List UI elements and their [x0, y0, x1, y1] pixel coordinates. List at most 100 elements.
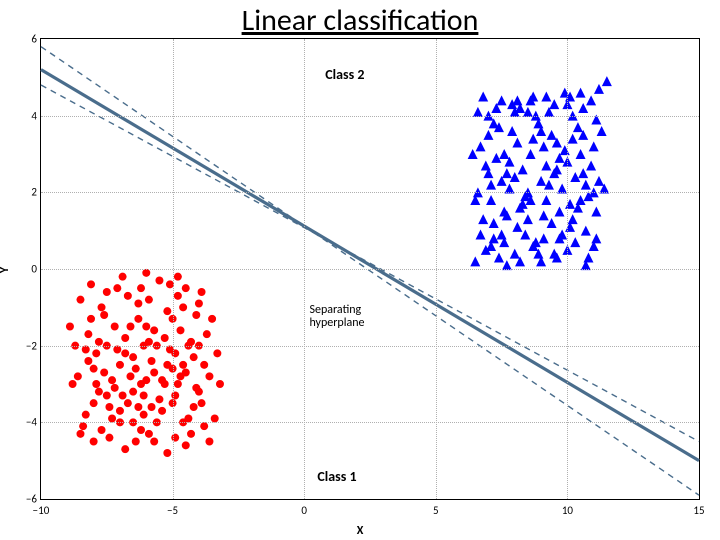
- class2-point: [568, 134, 578, 144]
- class2-point: [518, 164, 528, 174]
- class1-point: [113, 346, 121, 354]
- class1-point: [203, 330, 211, 338]
- class1-point: [205, 438, 213, 446]
- class1-point: [179, 361, 187, 369]
- x-axis-label: X: [357, 524, 364, 538]
- class2-point: [581, 180, 591, 190]
- class2-point: [541, 161, 551, 171]
- x-tick-label: −5: [167, 504, 178, 517]
- class1-point: [113, 284, 121, 292]
- class1-label: Class 1: [317, 468, 356, 485]
- class1-point: [116, 407, 124, 415]
- class2-point: [573, 122, 583, 132]
- separating-line: [41, 70, 699, 461]
- class2-point: [547, 130, 557, 140]
- class1-point: [158, 376, 166, 384]
- class1-point: [208, 315, 216, 323]
- class2-point: [528, 92, 538, 102]
- class1-point: [190, 403, 198, 411]
- class1-point: [76, 296, 84, 304]
- class1-point: [213, 349, 221, 357]
- y-tick-label: −4: [13, 416, 37, 429]
- class1-point: [179, 303, 187, 311]
- class2-label: Class 2: [325, 66, 364, 83]
- class2-point: [589, 141, 599, 151]
- x-tick-label: 5: [433, 504, 439, 517]
- class1-point: [163, 307, 171, 315]
- y-tick-label: 6: [13, 33, 37, 46]
- class1-point: [198, 288, 206, 296]
- class1-point: [132, 438, 140, 446]
- class1-point: [174, 273, 182, 281]
- class1-point: [155, 395, 163, 403]
- class1-point: [105, 403, 113, 411]
- class2-point: [602, 76, 612, 86]
- class1-point: [119, 392, 127, 400]
- class2-point: [512, 95, 522, 105]
- class2-point: [568, 214, 578, 224]
- class1-point: [182, 284, 190, 292]
- class2-point: [483, 130, 493, 140]
- y-tick-label: 2: [13, 186, 37, 199]
- class2-point: [526, 149, 536, 159]
- class1-point: [82, 346, 90, 354]
- class1-point: [163, 361, 171, 369]
- class2-point: [497, 230, 507, 240]
- gridline-h: [41, 116, 699, 117]
- class1-point: [148, 357, 156, 365]
- class1-point: [111, 384, 119, 392]
- class1-point: [190, 353, 198, 361]
- class1-point: [134, 315, 142, 323]
- class1-point: [142, 269, 150, 277]
- class2-point: [470, 256, 480, 266]
- class2-point: [536, 176, 546, 186]
- class2-point: [576, 88, 586, 98]
- class1-point: [111, 323, 119, 331]
- class1-point: [211, 415, 219, 423]
- class1-point: [200, 422, 208, 430]
- class2-point: [576, 149, 586, 159]
- class1-point: [103, 392, 111, 400]
- class1-point: [187, 430, 195, 438]
- class1-point: [134, 403, 142, 411]
- class1-point: [69, 380, 77, 388]
- class1-point: [124, 399, 132, 407]
- class1-point: [137, 426, 145, 434]
- class1-point: [126, 323, 134, 331]
- class1-point: [74, 372, 82, 380]
- separating-label: Separatinghyperplane: [309, 304, 364, 332]
- class1-point: [145, 296, 153, 304]
- class2-point: [586, 161, 596, 171]
- class1-point: [182, 369, 190, 377]
- class1-point: [142, 323, 150, 331]
- class2-point: [476, 141, 486, 151]
- gridline-h: [41, 192, 699, 193]
- class2-point: [555, 207, 565, 217]
- class1-point: [95, 388, 103, 396]
- class1-point: [155, 277, 163, 285]
- y-tick-label: 0: [13, 263, 37, 276]
- class1-point: [192, 311, 200, 319]
- y-axis-label: Y: [0, 267, 12, 273]
- class1-point: [129, 388, 137, 396]
- class1-point: [87, 315, 95, 323]
- class1-point: [150, 326, 158, 334]
- class2-point: [570, 237, 580, 247]
- class1-point: [108, 376, 116, 384]
- class1-point: [142, 376, 150, 384]
- plot-area: −10−5051015−6−4−20246Class 1Class 2Separ…: [40, 38, 700, 500]
- class1-point: [100, 369, 108, 377]
- class2-point: [502, 168, 512, 178]
- class1-point: [134, 300, 142, 308]
- class1-point: [84, 357, 92, 365]
- gridline-h: [41, 269, 699, 270]
- class1-point: [158, 407, 166, 415]
- class1-point: [148, 403, 156, 411]
- class1-point: [161, 334, 169, 342]
- class2-point: [581, 226, 591, 236]
- class2-point: [597, 126, 607, 136]
- chart-title: Linear classification: [0, 2, 720, 39]
- class1-point: [121, 334, 129, 342]
- class2-point: [478, 214, 488, 224]
- class2-point: [523, 214, 533, 224]
